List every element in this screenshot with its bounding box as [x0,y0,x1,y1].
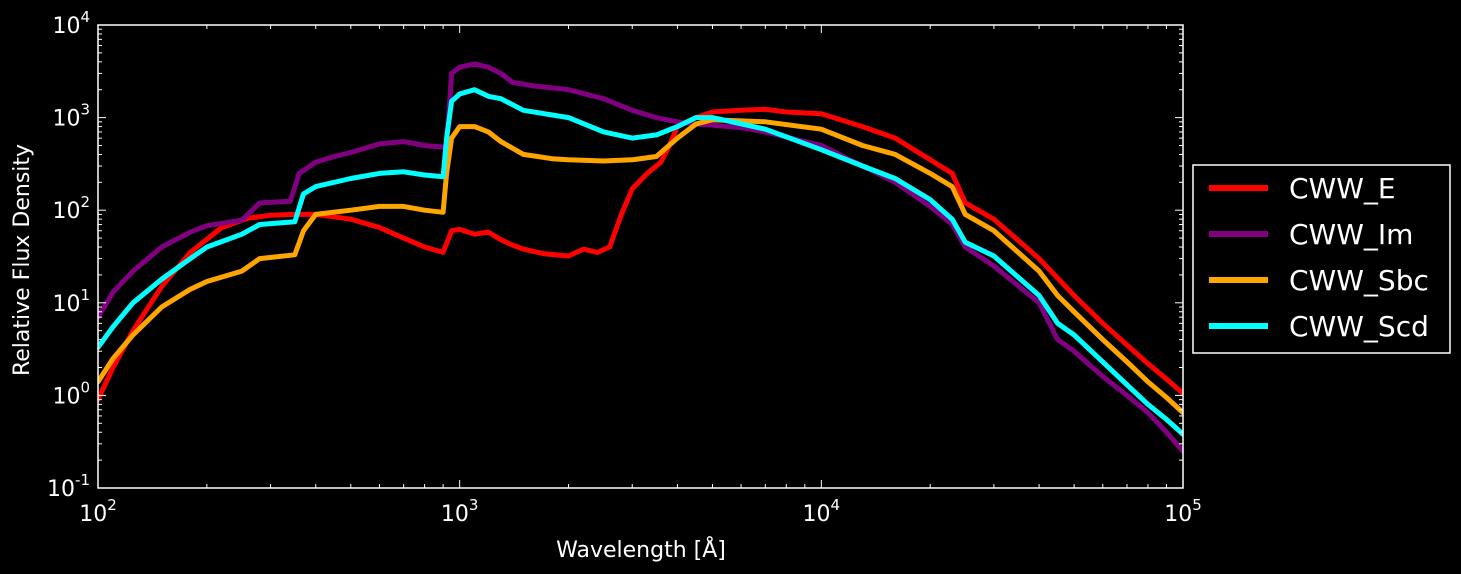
series-line-cww-scd [98,87,1183,437]
x-tick-label: 104 [803,496,841,527]
series-layer [98,61,1183,454]
legend-label: CWW_Scd [1289,310,1429,343]
series-line-cww-sbc [98,117,1183,416]
legend: CWW_E CWW_Im CWW_Sbc CWW_Scd [1192,164,1451,354]
ticks-layer [97,25,1183,489]
y-tick-label: 104 [52,8,90,39]
series-line-cww-e [98,106,1183,403]
x-axis-label: Wavelength [Å] [556,536,726,563]
y-tick-label: 100 [52,378,90,409]
legend-label: CWW_Im [1289,218,1413,251]
y-tick-label: 103 [52,101,90,132]
plot-frame [97,24,1184,489]
y-tick-label: 101 [52,286,90,317]
x-tick-label: 105 [1164,496,1202,527]
legend-box [1192,164,1451,354]
legend-label: CWW_Sbc [1289,264,1429,297]
x-tick-label: 102 [79,496,117,527]
x-tick-label: 103 [441,496,479,527]
legend-label: CWW_E [1289,172,1396,205]
series-line-cww-im [98,61,1183,454]
y-tick-label: 10-1 [47,471,90,502]
tick-labels-layer: 102 103 104 105 10-1 100 101 102 103 104 [47,8,1202,527]
y-tick-label: 102 [52,193,90,224]
y-axis-label: Relative Flux Density [10,144,35,376]
